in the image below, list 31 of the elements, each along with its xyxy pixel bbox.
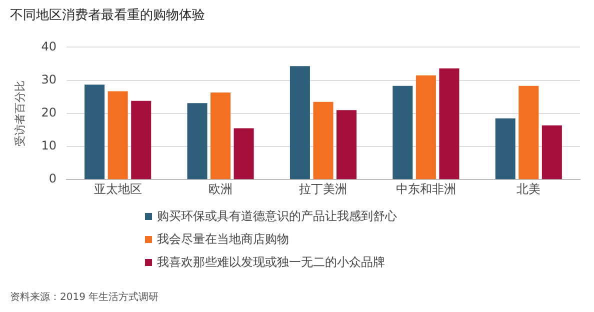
y-tick-label: 40 <box>41 39 56 54</box>
y-tick-label: 10 <box>41 138 56 153</box>
y-tick-label: 20 <box>41 106 56 120</box>
y-tick-label: 0 <box>48 172 56 186</box>
legend-label: 我喜欢那些难以发现或独一无二的小众品牌 <box>157 254 385 271</box>
bar <box>187 103 208 180</box>
bar <box>108 91 128 180</box>
x-tick-label: 欧洲 <box>208 182 233 196</box>
bar <box>518 86 539 180</box>
x-tick-label: 拉丁美洲 <box>299 182 348 196</box>
bar <box>234 128 254 180</box>
bar <box>313 102 334 180</box>
bar <box>336 110 357 180</box>
x-tick-label: 中东和非洲 <box>396 182 456 196</box>
bar <box>84 84 105 180</box>
y-tick-label: 30 <box>41 72 56 86</box>
bar <box>392 86 413 180</box>
legend-label: 我会尽量在当地商店购物 <box>157 231 289 248</box>
bar <box>495 118 516 180</box>
bar <box>439 68 460 180</box>
bar <box>416 75 436 180</box>
bar <box>542 125 562 180</box>
x-tick-label: 北美 <box>516 182 541 196</box>
x-tick-label: 亚太地区 <box>94 182 142 196</box>
bar <box>131 100 152 180</box>
text: 资料来源：2019 年生活方式调研 <box>10 290 159 304</box>
bar <box>290 66 310 180</box>
bar <box>210 92 231 180</box>
chart-title: 不同地区消费者最看重的购物体验 <box>10 7 205 24</box>
legend-label: 购买环保或具有道德意识的产品让我感到舒心 <box>157 208 397 225</box>
y-axis-title: 受访者百分比 <box>13 80 26 146</box>
